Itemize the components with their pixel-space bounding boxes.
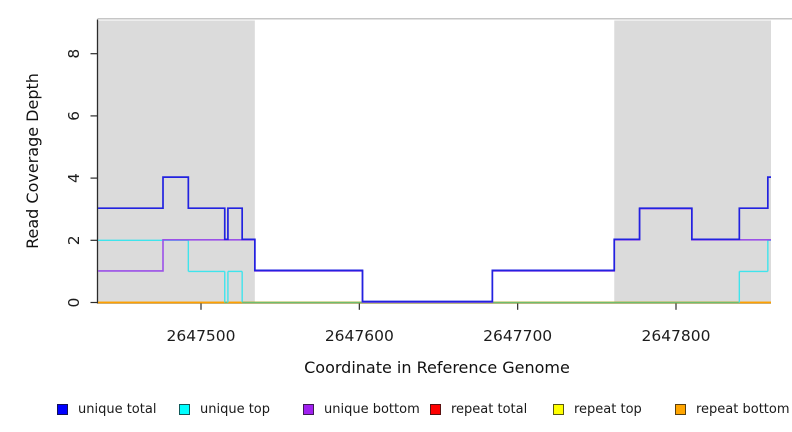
legend-swatch-icon — [179, 403, 190, 415]
legend-item-unique-total: unique total — [57, 397, 156, 421]
legend-item-repeat-bottom: repeat bottom — [675, 397, 790, 421]
legend: unique total unique top unique bottom repea… — [0, 397, 792, 423]
x-tick-label: 2647500 — [166, 327, 235, 345]
x-tick-label: 2647700 — [483, 327, 552, 345]
legend-label: unique total — [78, 401, 157, 417]
legend-swatch-icon — [303, 403, 314, 415]
x-tick-label: 2647600 — [325, 327, 394, 345]
legend-item-repeat-top: repeat top — [553, 397, 642, 421]
legend-swatch-icon — [675, 403, 686, 415]
y-tick-label: 0 — [65, 298, 83, 308]
x-tick-label: 2647800 — [641, 327, 710, 345]
y-tick-label: 6 — [65, 111, 83, 121]
plot-area: 0 2 4 6 8 2647500 2647600 2647700 2647800 — [65, 18, 792, 345]
repeat-region-right-shading — [614, 20, 771, 303]
legend-swatch-icon — [553, 403, 564, 415]
y-tick-label: 2 — [65, 235, 83, 245]
legend-label: unique top — [200, 401, 271, 417]
y-axis-title: Read Coverage Depth — [23, 73, 42, 249]
x-axis-title: Coordinate in Reference Genome — [304, 358, 570, 377]
y-tick-label: 4 — [65, 173, 83, 183]
legend-item-repeat-total: repeat total — [430, 397, 527, 421]
legend-swatch-icon — [57, 403, 68, 415]
coverage-plot: 0 2 4 6 8 2647500 2647600 2647700 2647800 Coordi… — [23, 18, 792, 377]
series-line-unique-total — [98, 176, 771, 303]
legend-item-unique-top: unique top — [179, 397, 270, 421]
legend-item-unique-bottom: unique bottom — [303, 397, 420, 421]
y-tick-label: 8 — [65, 49, 83, 59]
legend-label: repeat top — [574, 401, 642, 417]
legend-label: repeat bottom — [696, 401, 790, 417]
repeat-region-left-shading — [98, 20, 255, 303]
legend-label: unique bottom — [324, 401, 420, 417]
legend-label: repeat total — [451, 401, 528, 417]
legend-swatch-icon — [430, 403, 441, 415]
